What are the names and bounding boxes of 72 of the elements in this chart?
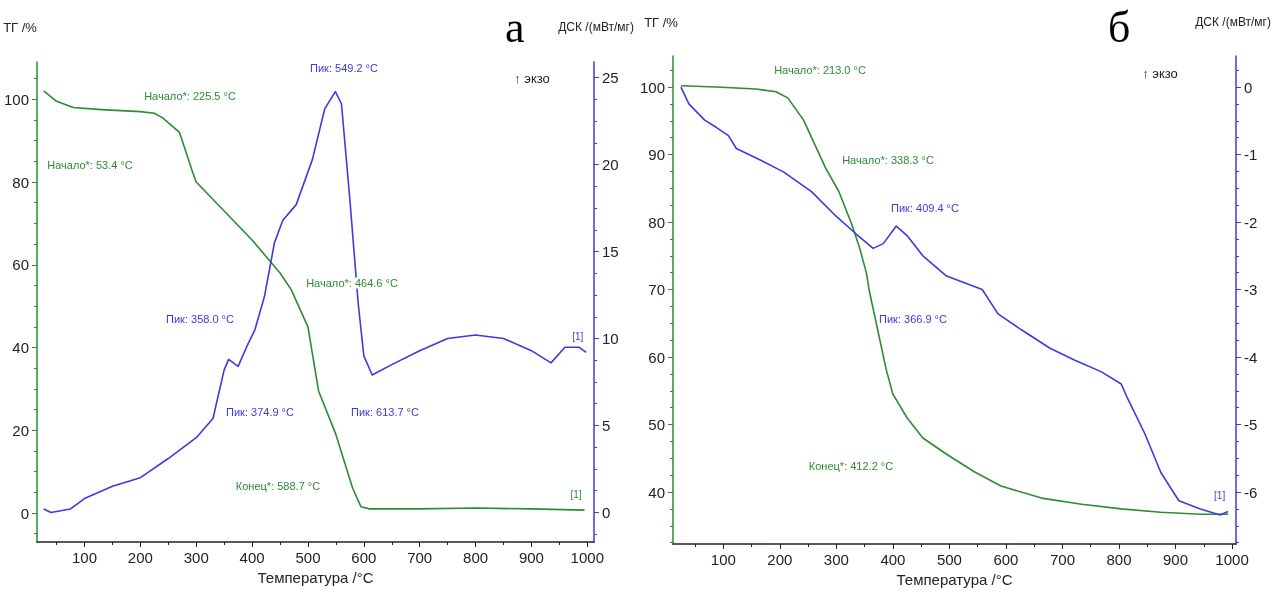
annotation: Начало*: 464.6 °C xyxy=(306,277,398,289)
x-tick-label: 500 xyxy=(295,549,321,566)
y2-tick-label: 0 xyxy=(1244,78,1253,96)
annotation: Начало*: 225.5 °C xyxy=(144,90,236,102)
annotation: Пик: 613.7 °C xyxy=(351,406,419,418)
y-tick-label: 80 xyxy=(648,213,666,231)
x-tick-label: 600 xyxy=(993,551,1019,568)
y2-tick-label: -5 xyxy=(1244,416,1258,434)
y2-tick-label: -1 xyxy=(1244,146,1258,164)
y-axis-title: ТГ /% xyxy=(644,14,679,30)
y-tick-label: 100 xyxy=(3,90,29,108)
y2-tick-label: 0 xyxy=(602,503,611,521)
annotation: Начало*: 338.3 °C xyxy=(842,154,934,166)
x-tick-label: 200 xyxy=(767,551,793,568)
annotation: Пик: 366.9 °C xyxy=(879,313,947,325)
series-label: [1] xyxy=(1214,490,1226,502)
x-tick-label: 700 xyxy=(1049,551,1075,568)
y-tick-label: 40 xyxy=(648,483,666,501)
annotation: Пик: 374.9 °C xyxy=(226,406,294,418)
y-tick-label: 20 xyxy=(12,421,29,439)
y2-tick-label: 5 xyxy=(602,416,611,434)
y2-axis-title: ДСК /(мВт/мг) xyxy=(558,20,634,34)
y-tick-label: 0 xyxy=(20,504,29,522)
x-tick-label: 400 xyxy=(880,551,906,568)
chart-title: а xyxy=(505,2,525,52)
annotation: ↑ экзо xyxy=(1142,65,1178,81)
annotation: Начало*: 213.0 °C xyxy=(774,64,866,76)
x-tick-label: 700 xyxy=(407,549,433,566)
series-label: [1] xyxy=(572,330,584,342)
x-tick-label: 1000 xyxy=(1215,551,1249,568)
y-tick-label: 60 xyxy=(648,348,666,366)
y2-tick-label: 15 xyxy=(602,243,619,261)
y2-tick-label: -4 xyxy=(1244,348,1258,366)
y2-tick-label: 25 xyxy=(602,69,619,87)
x-tick-label: 200 xyxy=(127,549,153,566)
y-tick-label: 80 xyxy=(12,173,29,191)
x-tick-label: 900 xyxy=(518,549,544,566)
y-tick-label: 90 xyxy=(648,146,666,164)
y-tick-label: 100 xyxy=(640,78,666,96)
x-tick-label: 1000 xyxy=(570,549,604,566)
x-axis-title: Температура /°C xyxy=(257,568,374,586)
y2-tick-label: 10 xyxy=(602,330,619,348)
x-tick-label: 100 xyxy=(710,551,736,568)
y2-tick-label: 20 xyxy=(602,156,619,174)
annotation: Пик: 409.4 °C xyxy=(891,202,959,214)
x-tick-label: 800 xyxy=(463,549,489,566)
x-tick-label: 300 xyxy=(823,551,849,568)
x-tick-label: 300 xyxy=(183,549,209,566)
y-tick-label: 40 xyxy=(12,339,29,357)
y-tick-label: 50 xyxy=(648,416,666,434)
annotation: Конец*: 412.2 °C xyxy=(808,460,894,472)
y2-axis-title: ДСК /(мВт/мг) xyxy=(1195,15,1271,29)
y-tick-label: 60 xyxy=(12,256,29,274)
annotation: Пик: 358.0 °C xyxy=(166,313,234,325)
x-tick-label: 800 xyxy=(1106,551,1132,568)
annotation: Начало*: 53.4 °C xyxy=(47,159,133,171)
x-tick-label: 500 xyxy=(936,551,962,568)
annotation: Пик: 549.2 °C xyxy=(310,62,378,74)
chart-title: б xyxy=(1108,2,1131,52)
x-tick-label: 400 xyxy=(239,549,265,566)
x-tick-label: 900 xyxy=(1163,551,1189,568)
x-axis-title: Температура /°C xyxy=(896,570,1013,588)
y2-tick-label: -6 xyxy=(1244,483,1258,501)
annotation: ↑ экзо xyxy=(514,70,550,86)
y2-tick-label: -3 xyxy=(1244,281,1258,299)
y-tick-label: 70 xyxy=(648,281,666,299)
y2-tick-label: -2 xyxy=(1244,213,1258,231)
x-tick-label: 600 xyxy=(351,549,377,566)
x-tick-label: 100 xyxy=(71,549,97,566)
annotation: Конец*: 588.7 °C xyxy=(235,480,321,492)
series-label: [1] xyxy=(570,488,582,500)
y-axis-title: ТГ /% xyxy=(3,19,38,35)
